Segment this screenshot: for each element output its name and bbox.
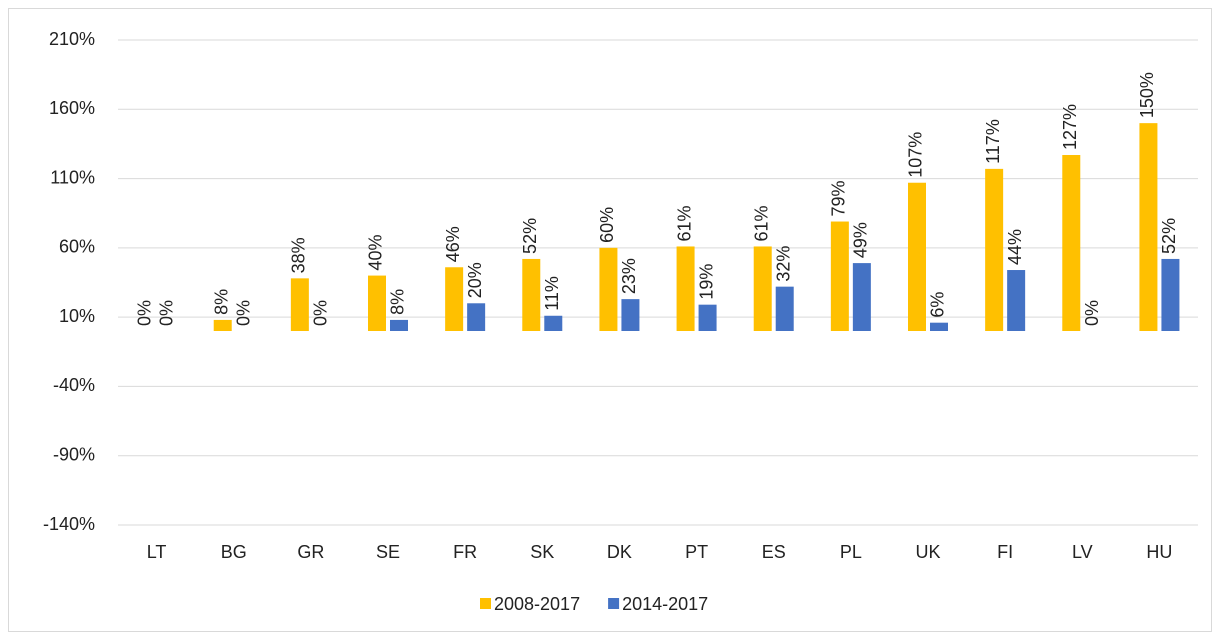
x-tick-label: PT <box>685 542 708 562</box>
data-label: 38% <box>289 237 309 273</box>
bar <box>599 247 618 331</box>
y-tick-label: 160% <box>49 98 95 118</box>
data-label: 127% <box>1060 104 1080 150</box>
data-label: 8% <box>388 289 408 315</box>
data-label: 20% <box>465 262 485 298</box>
legend-label: 2008-2017 <box>494 594 580 614</box>
legend-swatch <box>480 598 491 609</box>
y-tick-label: -140% <box>43 514 95 534</box>
bar <box>445 267 464 331</box>
data-label: 61% <box>751 205 771 241</box>
data-label: 44% <box>1005 229 1025 265</box>
y-tick-label: 210% <box>49 29 95 49</box>
bar <box>852 263 871 331</box>
bar <box>985 168 1004 331</box>
x-tick-label: SK <box>530 542 554 562</box>
bar <box>753 246 772 331</box>
data-label: 40% <box>366 235 386 271</box>
x-tick-label: ES <box>762 542 786 562</box>
legend-swatch <box>608 598 620 609</box>
x-tick-label: UK <box>915 542 940 562</box>
data-label: 23% <box>619 258 639 294</box>
data-label: 0% <box>311 300 331 326</box>
y-tick-label: -90% <box>53 444 95 464</box>
data-label: 52% <box>520 218 540 254</box>
data-label: 60% <box>597 207 617 243</box>
data-label: 46% <box>443 226 463 262</box>
bar <box>1062 155 1081 331</box>
x-tick-label: HU <box>1146 542 1172 562</box>
bar <box>621 299 640 331</box>
data-label: 0% <box>1082 300 1102 326</box>
data-label: 79% <box>829 180 849 216</box>
data-label: 117% <box>983 119 1003 164</box>
bar <box>908 182 926 331</box>
bar <box>930 322 948 331</box>
data-label: 0% <box>134 300 154 326</box>
bar <box>522 258 541 331</box>
x-tick-label: FR <box>453 542 477 562</box>
x-tick-label: LV <box>1072 542 1093 562</box>
bar <box>1161 258 1180 331</box>
data-label: 11% <box>542 276 562 311</box>
bar <box>1007 270 1026 331</box>
bar <box>213 319 232 331</box>
bar <box>368 275 386 331</box>
bar <box>830 221 849 331</box>
data-label: 49% <box>851 222 871 258</box>
x-tick-label: LT <box>147 542 167 562</box>
y-tick-label: 110% <box>50 167 95 187</box>
data-label: 19% <box>696 264 716 300</box>
bar <box>676 246 695 331</box>
data-label: 61% <box>674 205 694 241</box>
y-tick-label: 10% <box>59 306 95 326</box>
x-tick-label: PL <box>840 542 862 562</box>
bar <box>775 286 794 331</box>
x-tick-label: BG <box>221 542 247 562</box>
data-label: 8% <box>211 289 231 315</box>
y-tick-label: -40% <box>53 375 95 395</box>
x-tick-label: FI <box>997 542 1013 562</box>
x-tick-label: SE <box>376 542 400 562</box>
data-label: 0% <box>156 300 176 326</box>
bar <box>290 278 309 331</box>
bar <box>1139 123 1158 332</box>
x-tick-label: DK <box>607 542 632 562</box>
data-label: 52% <box>1159 218 1179 254</box>
data-label: 6% <box>928 292 948 318</box>
bar <box>467 303 486 331</box>
x-tick-label: GR <box>297 542 324 562</box>
legend-label: 2014-2017 <box>622 594 708 614</box>
data-label: 0% <box>233 300 253 326</box>
data-label: 32% <box>773 246 793 282</box>
y-tick-label: 60% <box>59 237 95 257</box>
bar <box>544 315 563 331</box>
bar <box>698 304 717 331</box>
bar <box>390 319 408 331</box>
data-label: 107% <box>906 132 926 178</box>
data-label: 150% <box>1137 72 1157 118</box>
